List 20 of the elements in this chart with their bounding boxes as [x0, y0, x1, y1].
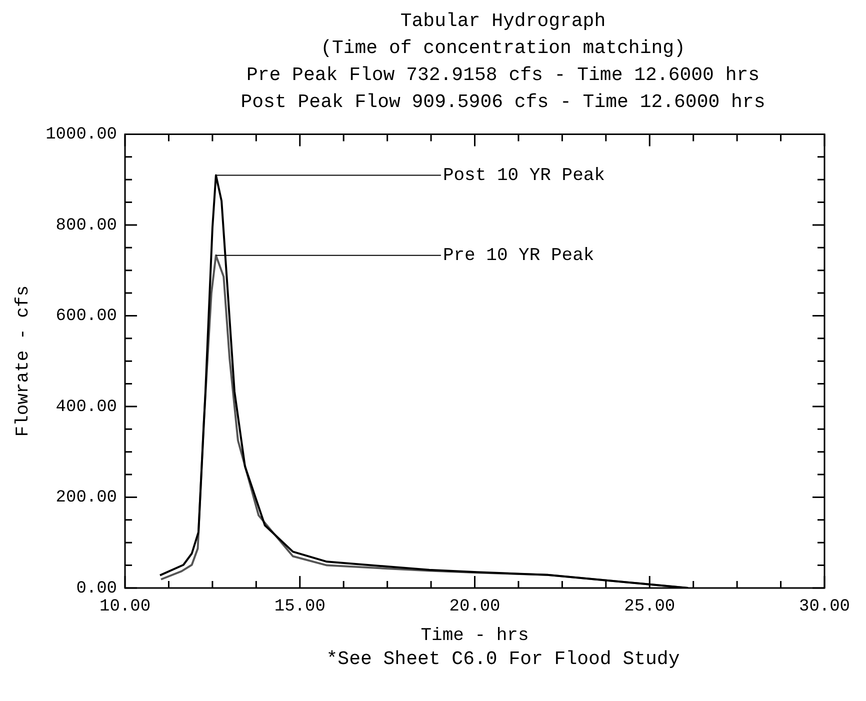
x-tick-label: 20.00 [449, 598, 500, 617]
y-tick-label: 800.00 [56, 216, 118, 236]
y-tick-label: 1000.00 [46, 126, 118, 145]
y-tick-label: 200.00 [56, 488, 118, 508]
y-tick-label: 600.00 [56, 307, 118, 326]
chart-subtitle: (Time of concentration matching) [320, 36, 686, 61]
chart-title: Tabular Hydrograph [399, 9, 607, 34]
y-axis-title: Flowrate - cfs [14, 285, 34, 437]
x-tick-label: 25.00 [624, 598, 676, 617]
y-tick-label: 400.00 [56, 398, 118, 417]
x-tick-label: 10.00 [100, 598, 151, 617]
y-tick-label: 0.00 [76, 580, 118, 598]
text: Pre Peak Flow 732.9158 cfs - Time 12.6000 hrs [245, 63, 761, 88]
x-tick-label: 30.00 [798, 598, 850, 617]
annotation: Post 10 YR Peak [442, 166, 605, 186]
x-axis-title: Time - hrs [420, 626, 529, 646]
text: Post Peak Flow 909.5906 cfs - Time 12.6000 hrs [240, 90, 766, 115]
annotation: Pre 10 YR Peak [442, 246, 594, 266]
x-tick-label: 15.00 [274, 598, 326, 617]
text: *See Sheet C6.0 For Flood Study [325, 647, 681, 672]
